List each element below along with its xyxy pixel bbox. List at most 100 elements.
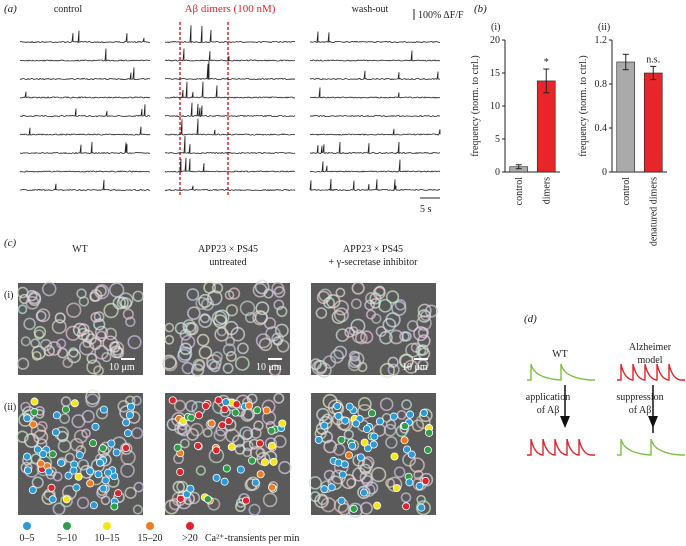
- cell: [93, 365, 104, 377]
- cell-dot: [112, 448, 121, 457]
- cell: [361, 456, 375, 469]
- cell: [385, 478, 396, 488]
- cell: [385, 436, 398, 449]
- cell-dot: [349, 504, 358, 513]
- cell: [364, 299, 375, 311]
- cell: [379, 362, 396, 379]
- cell: [346, 477, 357, 488]
- cell-dot: [320, 421, 329, 430]
- trace: [309, 70, 441, 81]
- scale-label: 5 s: [420, 204, 432, 215]
- cell: [198, 345, 213, 360]
- cell-dot: [320, 485, 329, 494]
- panel-label: (c): [4, 237, 17, 249]
- column-title: Aβ dimers (100 nM): [185, 3, 276, 15]
- cell-dot: [256, 470, 265, 479]
- cell: [357, 397, 372, 411]
- cell-dot: [122, 418, 131, 427]
- cell: [33, 325, 47, 339]
- cell-dot: [98, 444, 107, 453]
- arrow-head: [648, 416, 658, 428]
- cell: [335, 328, 350, 342]
- cell: [262, 492, 278, 508]
- y-tick-label: 20: [490, 35, 500, 46]
- cell-dot: [173, 443, 182, 452]
- cell-dot: [207, 419, 216, 428]
- cell: [65, 325, 81, 341]
- cell: [211, 351, 223, 363]
- cell-dot: [373, 501, 382, 510]
- cell: [409, 457, 425, 473]
- legend-label: >20: [182, 533, 198, 544]
- cell-dot: [61, 405, 70, 414]
- cell-dot: [267, 441, 276, 450]
- column-title: model: [638, 355, 663, 366]
- cell: [103, 302, 119, 319]
- x-tick-label: control: [621, 177, 632, 206]
- cell: [132, 290, 144, 302]
- cell: [400, 492, 412, 503]
- cell-dot: [220, 477, 229, 486]
- cell: [382, 317, 397, 332]
- significance: n.s.: [646, 54, 660, 65]
- action-label: of Aβ: [537, 405, 560, 416]
- cell: [415, 345, 427, 357]
- cell-dot: [62, 495, 71, 504]
- cell-dot: [267, 426, 276, 435]
- cell: [31, 350, 42, 361]
- cell: [186, 428, 199, 441]
- cell: [401, 399, 413, 411]
- cell: [253, 420, 264, 431]
- cell-dot: [260, 458, 269, 467]
- cell-dot: [94, 470, 103, 479]
- cell: [263, 288, 274, 299]
- cell-dot: [86, 479, 95, 488]
- cell: [26, 289, 38, 302]
- cell-dot: [121, 443, 130, 452]
- cell: [85, 393, 100, 408]
- cell-dot: [23, 414, 32, 423]
- cell: [162, 356, 178, 372]
- cell: [404, 359, 419, 374]
- pulse-trace: [617, 363, 685, 381]
- cell: [52, 502, 66, 516]
- column-title: APP23 × PS45: [343, 244, 403, 255]
- cell-dot: [278, 419, 287, 428]
- cell: [387, 363, 400, 376]
- cell: [273, 299, 285, 311]
- cell: [131, 395, 142, 406]
- cell: [76, 327, 90, 341]
- legend-label: 0–5: [20, 533, 35, 544]
- cell: [315, 307, 328, 319]
- cell: [323, 469, 335, 481]
- cell: [391, 300, 407, 317]
- trace: [164, 102, 296, 118]
- cell: [224, 290, 235, 300]
- cell: [250, 445, 265, 461]
- cell-dot: [52, 411, 61, 420]
- cell-dot: [99, 484, 108, 493]
- legend-swatch: [146, 522, 154, 530]
- cell: [213, 429, 227, 442]
- cell: [255, 447, 266, 458]
- trace: [164, 135, 296, 155]
- scale-label: 10 μm: [109, 362, 135, 373]
- cell-dot: [419, 408, 428, 417]
- cell: [351, 281, 365, 295]
- cell-dot: [110, 502, 119, 511]
- cell: [65, 302, 82, 318]
- cell-dot: [28, 486, 37, 495]
- trace: [164, 118, 296, 136]
- cell-dot: [176, 494, 185, 503]
- scale-label: 100% ΔF/F: [418, 10, 464, 21]
- cell: [413, 326, 429, 342]
- column-title: wash-out: [352, 4, 389, 15]
- cell: [316, 407, 330, 422]
- cell: [196, 333, 210, 347]
- cell-dot: [348, 441, 357, 450]
- cell: [186, 288, 200, 301]
- cell: [411, 419, 425, 432]
- trace: [309, 128, 441, 136]
- cell-dot: [29, 420, 38, 429]
- bar: [616, 61, 636, 173]
